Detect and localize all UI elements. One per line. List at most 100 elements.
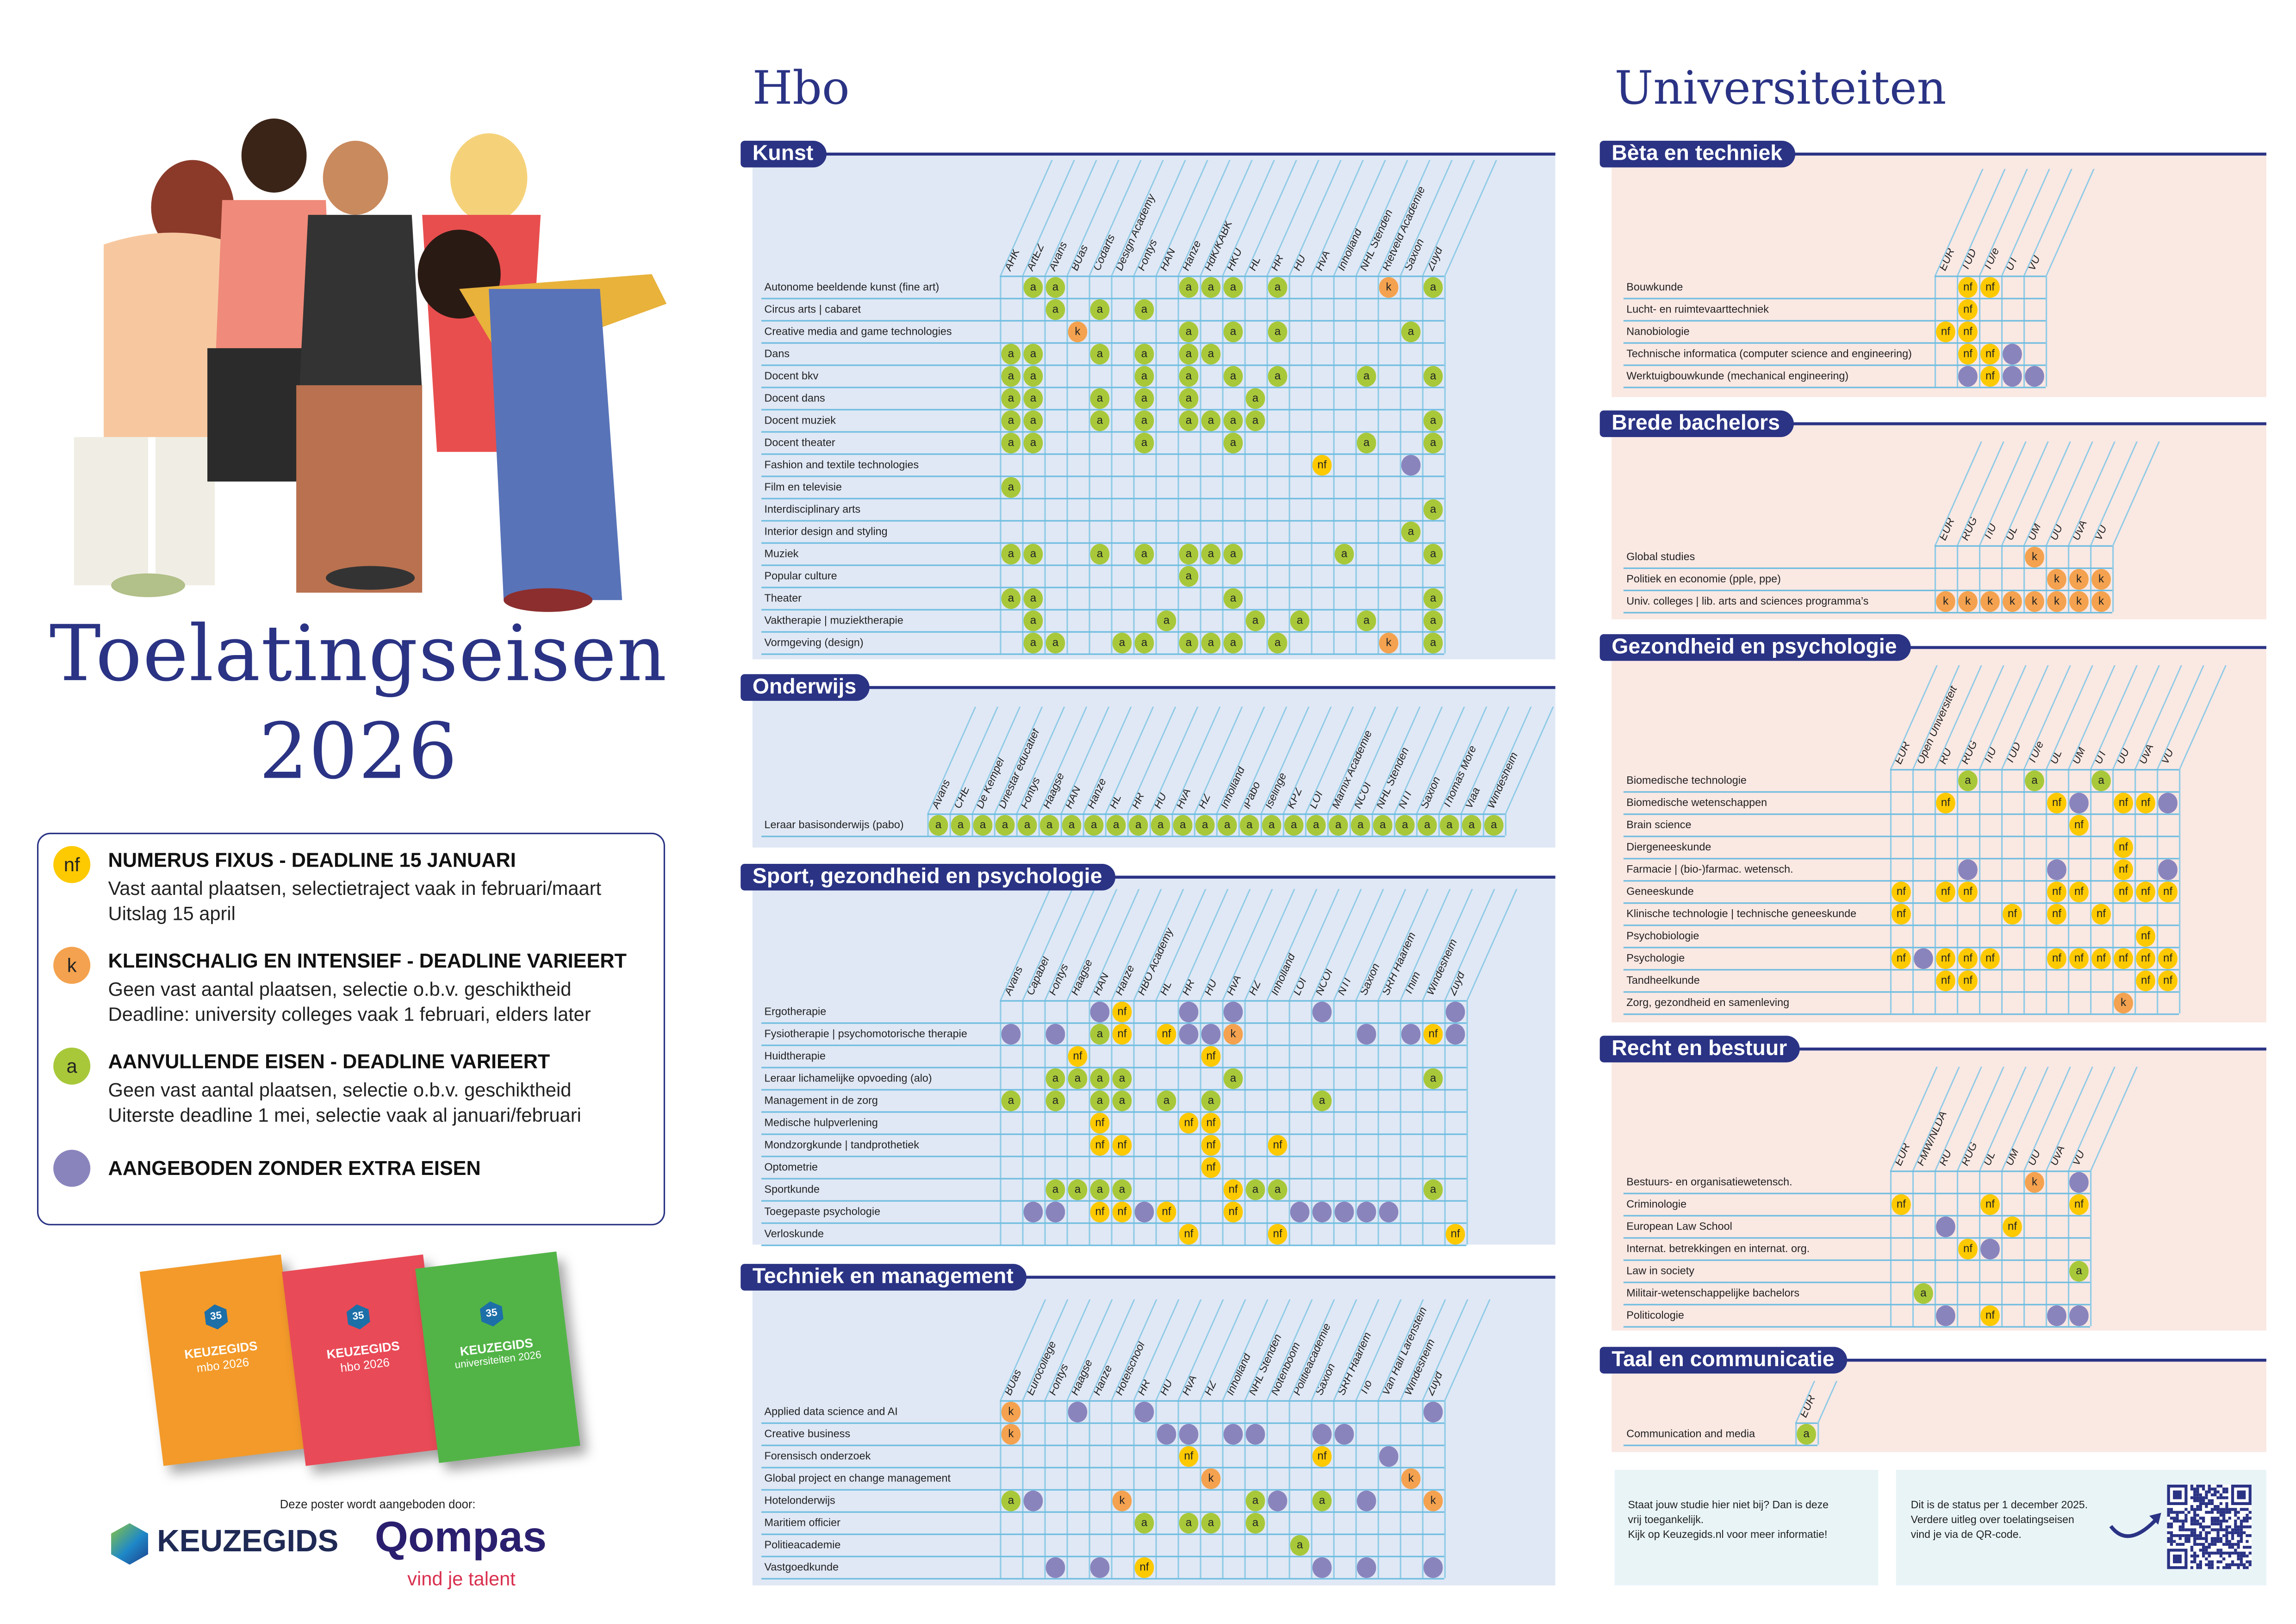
nf-marker: nf <box>1958 343 1978 364</box>
no-extra-requirements-marker <box>1312 1201 1332 1222</box>
column-divider <box>949 813 951 836</box>
section-gezondheid-psychologie: Gezondheid en psychologie EUR Open Univers… <box>1599 634 2266 1023</box>
a-marker: a <box>1001 543 1021 564</box>
no-extra-requirements-marker <box>1245 1423 1266 1444</box>
nf-marker: nf <box>1089 1112 1110 1133</box>
section-rule <box>1791 422 2266 425</box>
column-divider <box>2001 769 2003 1014</box>
column-divider <box>1444 275 1446 654</box>
column-divider <box>1333 1400 1335 1578</box>
row-divider <box>761 1111 1467 1113</box>
k-marker: k <box>2002 590 2022 612</box>
study-program-label: Mondzorgkunde | tandprothetiek <box>764 1138 920 1151</box>
study-program-label: Forensisch onderzoek <box>764 1449 871 1462</box>
column-divider <box>1327 813 1329 836</box>
edition-badge-icon: 35 <box>346 1303 371 1331</box>
column-divider <box>2023 1170 2025 1326</box>
nf-marker: nf <box>1223 1201 1244 1222</box>
no-extra-requirements-marker <box>2158 792 2178 813</box>
study-program-label: Fashion and textile technologies <box>764 457 919 471</box>
column-divider <box>1038 813 1040 836</box>
keuzegids-logo: KEUZEGIDS <box>157 1524 339 1559</box>
column-divider <box>1444 1400 1446 1578</box>
nf-marker: nf <box>1891 881 1911 902</box>
a-marker: a <box>1178 365 1199 386</box>
section-taal-communicatie: Taal en communicatie EUR Communication and… <box>1599 1347 2266 1452</box>
a-marker: a <box>1400 521 1421 542</box>
study-program-label: Law in society <box>1626 1264 1694 1277</box>
a-marker: a <box>1356 365 1377 386</box>
no-extra-requirements-marker <box>1378 1445 1399 1466</box>
k-marker: k <box>1400 1468 1421 1489</box>
row-divider <box>1623 813 2179 815</box>
row-divider <box>1623 320 2046 322</box>
column-divider <box>1355 1000 1357 1245</box>
a-marker: a <box>1201 409 1221 431</box>
study-program-label: Creative media and game technologies <box>764 324 952 338</box>
column-divider <box>1349 813 1351 836</box>
nf-marker: nf <box>2135 947 2156 968</box>
no-extra-requirements-marker <box>1445 1001 1466 1022</box>
row-divider <box>1623 858 2179 860</box>
a-marker: a <box>1089 298 1110 319</box>
a-marker: a <box>1134 387 1155 408</box>
no-extra-requirements-marker <box>1023 1201 1044 1222</box>
no-extra-requirements-marker <box>1913 947 1934 968</box>
no-extra-requirements-marker <box>2047 858 2067 880</box>
column-divider <box>1200 1400 1201 1578</box>
a-marker: a <box>1195 814 1215 835</box>
section-rule <box>1844 1358 2266 1362</box>
row-divider <box>1623 298 2046 300</box>
nf-marker: nf <box>1156 1201 1177 1222</box>
a-marker: a <box>1017 814 1038 835</box>
row-divider <box>1623 1259 2091 1261</box>
row-divider <box>761 1467 1444 1468</box>
k-marker: k <box>2091 568 2111 589</box>
a-marker: a <box>1062 814 1082 835</box>
a-marker: a <box>1267 632 1288 653</box>
a-marker: a <box>1262 814 1282 835</box>
a-marker: a <box>1439 814 1460 835</box>
a-marker: a <box>1484 814 1504 835</box>
a-marker: a <box>1245 1179 1266 1199</box>
study-program-label: Docent theater <box>764 435 835 449</box>
column-divider <box>1956 769 1959 1014</box>
a-marker: a <box>1245 1512 1266 1533</box>
row-divider <box>1623 1193 2091 1194</box>
study-program-label: Vastgoedkunde <box>764 1560 839 1574</box>
a-marker: a <box>1045 1068 1066 1088</box>
study-program-label: Bouwkunde <box>1626 280 1683 294</box>
row-divider <box>761 431 1444 433</box>
a-marker: a <box>1089 1179 1110 1199</box>
no-extra-requirements-marker <box>2069 1305 2089 1325</box>
column-divider <box>1133 275 1135 654</box>
nf-marker: nf <box>1958 947 1978 968</box>
column-divider <box>2023 769 2025 1014</box>
a-marker: a <box>1067 1068 1088 1088</box>
a-marker: a <box>1045 276 1066 297</box>
section-rule <box>1112 875 1556 879</box>
study-program-label: Internat. betrekkingen en internat. org. <box>1626 1242 1810 1255</box>
a-marker: a <box>1084 814 1104 835</box>
a-marker: a <box>1245 1490 1266 1511</box>
column-divider <box>1000 275 1002 654</box>
no-extra-requirements-marker <box>2047 1305 2067 1325</box>
row-divider <box>761 1156 1467 1157</box>
column-divider <box>1956 275 1959 387</box>
a-marker: a <box>1328 814 1349 835</box>
column-divider <box>2001 545 2003 612</box>
study-program-label: Popular culture <box>764 569 837 582</box>
a-marker: a <box>1223 632 1244 653</box>
a-marker: a <box>1289 610 1310 631</box>
qr-code[interactable] <box>2167 1485 2252 1569</box>
a-marker: a <box>1423 632 1444 653</box>
column-divider <box>1482 813 1485 836</box>
poster-year: 2026 <box>259 708 458 797</box>
column-divider <box>2068 769 2070 1014</box>
row-divider <box>761 1244 1467 1246</box>
info-text: Kijk op Keuzegids.nl voor meer informati… <box>1628 1527 1828 1541</box>
column-divider <box>1155 1000 1157 1245</box>
a-marker: a <box>1178 565 1199 586</box>
row-divider <box>761 1533 1444 1535</box>
